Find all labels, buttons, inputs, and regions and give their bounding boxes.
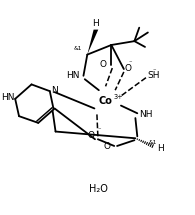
- Text: Co: Co: [99, 96, 113, 106]
- Text: ⁻: ⁻: [153, 69, 156, 75]
- Text: &1: &1: [74, 46, 82, 51]
- Text: SH: SH: [147, 71, 160, 80]
- Text: N: N: [51, 86, 58, 95]
- Text: O: O: [103, 142, 110, 151]
- Text: O: O: [99, 60, 106, 69]
- Text: 3+: 3+: [113, 94, 123, 100]
- Text: O: O: [125, 64, 132, 73]
- Text: &1: &1: [148, 140, 157, 145]
- Text: ⁻: ⁻: [129, 60, 132, 66]
- Text: NH: NH: [139, 110, 153, 119]
- Text: O: O: [88, 131, 95, 140]
- Text: H: H: [158, 144, 164, 153]
- Text: H: H: [93, 19, 99, 28]
- Text: H₂O: H₂O: [89, 184, 108, 194]
- Polygon shape: [87, 30, 98, 55]
- Text: HN: HN: [1, 93, 15, 102]
- Text: ⁻: ⁻: [97, 127, 101, 134]
- Text: HN: HN: [66, 71, 80, 80]
